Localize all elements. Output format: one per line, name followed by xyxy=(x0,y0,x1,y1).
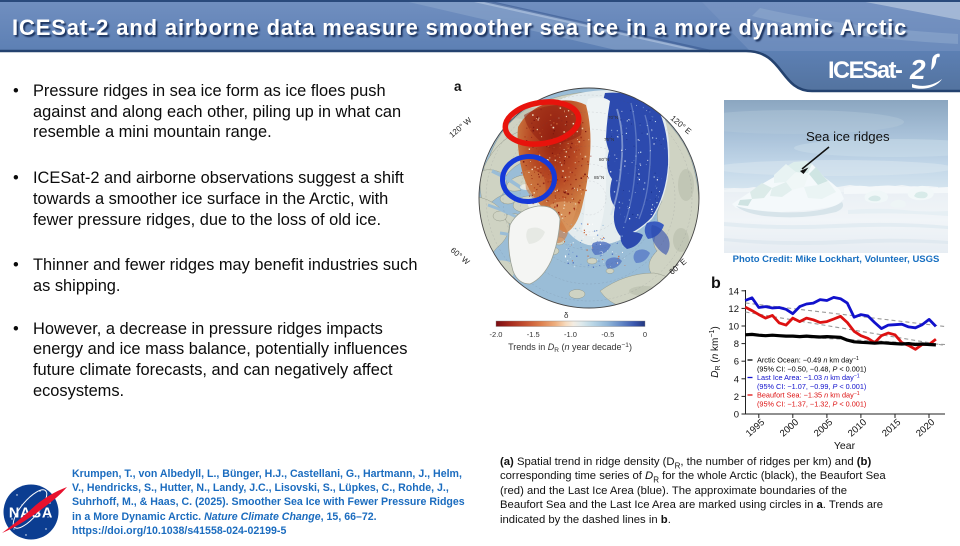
svg-text:Trends in DR (n year decade−1): Trends in DR (n year decade−1) xyxy=(508,342,632,354)
svg-text:(95% CI: −0.50, −0.48, P < 0.0: (95% CI: −0.50, −0.48, P < 0.001) xyxy=(757,364,866,373)
svg-text:Last Ice Area: −1.03 n km day−: Last Ice Area: −1.03 n km day−1 xyxy=(757,373,860,382)
svg-text:Arctic Ocean: −0.49 n km day−1: Arctic Ocean: −0.49 n km day−1 xyxy=(757,356,859,365)
svg-text:a: a xyxy=(454,79,462,94)
svg-text:6: 6 xyxy=(734,357,739,368)
svg-text:0: 0 xyxy=(643,330,647,339)
svg-text:Sea ice ridges: Sea ice ridges xyxy=(806,129,890,144)
svg-text:Beaufort Sea: −1.35 n km day−1: Beaufort Sea: −1.35 n km day−1 xyxy=(757,391,860,400)
svg-text:85°N: 85°N xyxy=(594,175,604,180)
svg-text:b.: b. xyxy=(491,121,497,128)
svg-text:2005: 2005 xyxy=(812,417,835,439)
svg-text:δ: δ xyxy=(564,311,569,320)
svg-text:b: b xyxy=(711,275,721,292)
svg-text:(95% CI: −1.07, −0.99, P < 0.0: (95% CI: −1.07, −0.99, P < 0.001) xyxy=(757,382,866,391)
svg-text:-2.0: -2.0 xyxy=(490,330,503,339)
svg-text:70°N: 70°N xyxy=(608,115,618,120)
svg-text:2015: 2015 xyxy=(880,417,903,439)
svg-text:ICESat-: ICESat- xyxy=(828,57,902,84)
svg-text:-1.5: -1.5 xyxy=(527,330,540,339)
svg-text:Year: Year xyxy=(834,440,856,452)
svg-text:12: 12 xyxy=(728,304,739,315)
svg-text:2010: 2010 xyxy=(846,417,869,439)
svg-text:0: 0 xyxy=(734,410,739,421)
svg-text:14: 14 xyxy=(728,286,739,297)
svg-text:10: 10 xyxy=(728,322,739,333)
svg-text:1995: 1995 xyxy=(744,417,767,439)
svg-text:DR (n km−1): DR (n km−1) xyxy=(709,326,722,377)
svg-text:60° W: 60° W xyxy=(449,246,472,267)
svg-text:75°N: 75°N xyxy=(604,137,614,142)
svg-text:80°N: 80°N xyxy=(599,157,609,162)
svg-text:8: 8 xyxy=(734,339,739,350)
svg-text:120° W: 120° W xyxy=(448,115,474,139)
svg-text:2: 2 xyxy=(734,392,739,403)
svg-text:2020: 2020 xyxy=(914,417,937,439)
svg-text:-0.5: -0.5 xyxy=(601,330,614,339)
svg-text:4: 4 xyxy=(734,374,739,385)
svg-text:2: 2 xyxy=(909,54,926,85)
svg-text:(95% CI: −1.37, −1.32, P < 0.0: (95% CI: −1.37, −1.32, P < 0.001) xyxy=(757,400,866,409)
svg-text:-1.0: -1.0 xyxy=(564,330,577,339)
svg-text:2000: 2000 xyxy=(778,417,801,439)
